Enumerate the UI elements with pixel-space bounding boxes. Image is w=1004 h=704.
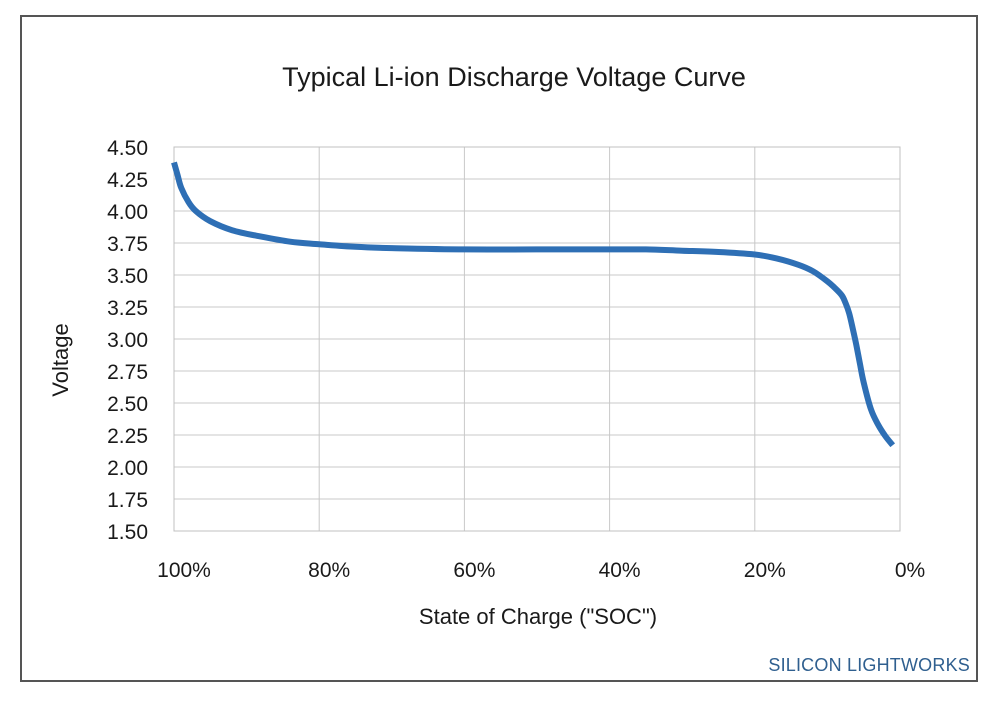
x-tick-label: 20% — [744, 559, 786, 582]
x-axis-title: State of Charge ("SOC") — [419, 604, 657, 629]
gridlines — [173, 146, 901, 532]
y-tick-label: 4.00 — [107, 201, 148, 224]
x-tick-label: 80% — [308, 559, 350, 582]
chart-title: Typical Li-ion Discharge Voltage Curve — [282, 62, 746, 92]
y-tick-label: 1.50 — [107, 521, 148, 544]
x-tick-label: 40% — [599, 559, 641, 582]
y-tick-label: 3.00 — [107, 329, 148, 352]
y-axis-title: Voltage — [48, 323, 73, 396]
y-tick-label: 3.50 — [107, 265, 148, 288]
series-line — [171, 161, 896, 448]
y-tick-label: 2.50 — [107, 393, 148, 416]
plot-area-border — [173, 146, 901, 532]
y-tick-label: 2.25 — [107, 425, 148, 448]
plot-border — [173, 146, 901, 532]
data-series — [171, 161, 896, 448]
y-tick-label: 4.25 — [107, 169, 148, 192]
y-tick-label: 2.75 — [107, 361, 148, 384]
x-tick-labels: 100% 80% 60% 40% 20% 0% — [157, 559, 925, 582]
y-tick-labels: 4.50 4.25 4.00 3.75 3.50 3.25 3.00 2.75 2.50 2.25… — [107, 137, 148, 544]
chart-frame — [20, 15, 978, 682]
x-tick-label: 60% — [453, 559, 495, 582]
brand-label: SILICON LIGHTWORKS — [768, 655, 970, 675]
y-tick-label: 3.75 — [107, 233, 148, 256]
y-tick-label: 1.75 — [107, 489, 148, 512]
x-tick-label: 100% — [157, 559, 211, 582]
y-tick-label: 3.25 — [107, 297, 148, 320]
x-tick-label: 0% — [895, 559, 925, 582]
y-tick-label: 2.00 — [107, 457, 148, 480]
y-tick-label: 4.50 — [107, 137, 148, 160]
